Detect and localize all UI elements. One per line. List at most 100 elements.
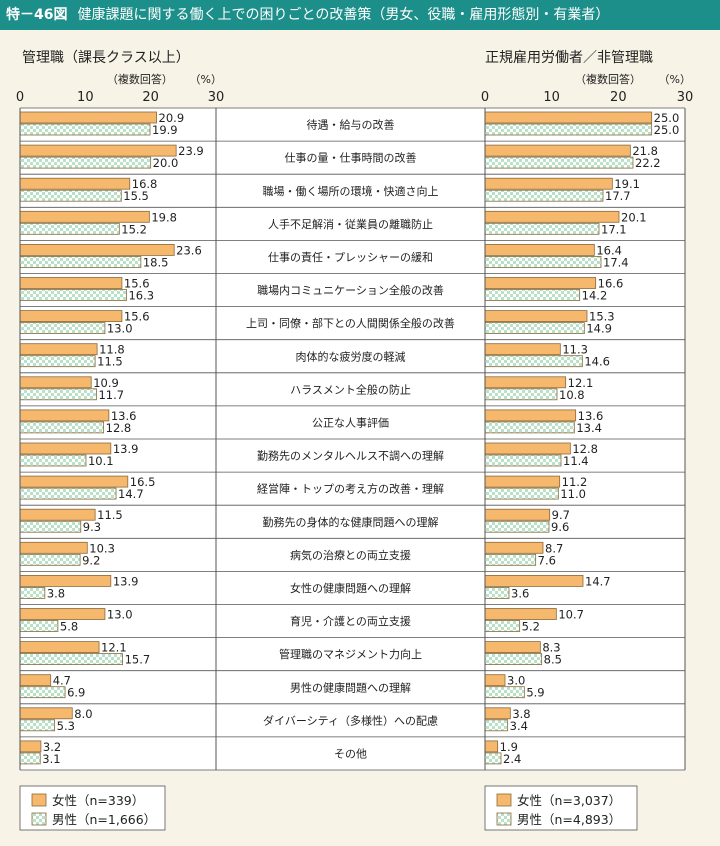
legend-label-female: 女性（n=3,037） (517, 793, 621, 808)
male-value-label: 9.6 (551, 520, 569, 534)
female-value-label: 9.7 (552, 508, 570, 522)
category-label: 人手不足解消・従業員の離職防止 (268, 217, 433, 231)
female-value-label: 3.2 (43, 740, 61, 754)
x-tick-label: 30 (677, 90, 694, 105)
female-bar (484, 310, 588, 323)
male-value-label: 17.4 (603, 255, 629, 269)
male-bar (19, 520, 82, 533)
category-label: 男性の健康問題への理解 (290, 680, 411, 694)
male-bar (484, 620, 521, 632)
male-value-label: 2.4 (503, 752, 521, 766)
male-bar (484, 222, 600, 235)
female-bar (19, 310, 123, 323)
female-value-label: 13.0 (107, 608, 133, 622)
female-value-label: 10.3 (89, 541, 115, 555)
category-label: 上司・同僚・部下との人間関係全般の改善 (246, 316, 455, 330)
female-bar (484, 575, 584, 587)
male-value-label: 7.6 (538, 553, 556, 567)
male-value-label: 19.9 (152, 123, 178, 137)
male-bar (484, 189, 604, 202)
female-value-label: 13.6 (578, 409, 604, 423)
female-bar (484, 177, 613, 190)
category-label: 仕事の責任・プレッシャーの緩和 (268, 250, 433, 264)
female-value-label: 23.6 (176, 243, 202, 257)
female-bar (19, 144, 177, 157)
male-bar (19, 255, 142, 268)
category-row: 女性の健康問題への理解 13.9 3.8 14.7 3.6 (19, 574, 611, 600)
female-value-label: 19.1 (614, 177, 640, 191)
category-label: 仕事の量・仕事時間の改善 (285, 151, 417, 165)
female-bar (19, 376, 92, 389)
male-bar (19, 156, 152, 169)
female-value-label: 8.3 (542, 641, 560, 655)
female-bar (484, 144, 631, 157)
male-value-label: 14.9 (586, 322, 612, 336)
female-value-label: 21.8 (632, 144, 658, 158)
male-value-label: 10.8 (559, 388, 585, 402)
male-value-label: 3.4 (510, 719, 528, 733)
category-row: 管理職のマネジメント力向上 12.115.7 8.38.5 (19, 641, 562, 667)
category-label: 病気の治療との両立支援 (290, 548, 411, 562)
male-bar (19, 289, 127, 301)
male-value-label: 17.1 (601, 222, 627, 236)
male-bar (484, 289, 581, 301)
female-bar (19, 674, 52, 687)
female-bar (484, 243, 595, 256)
male-bar (19, 454, 87, 467)
male-bar (19, 620, 59, 632)
female-bar (484, 277, 597, 289)
male-value-label: 8.5 (544, 653, 562, 667)
figure-title: 健康課題に関する働く上での困りごとの改善策（男女、役職・雇用形態別・有業者） (77, 7, 610, 23)
category-row: 男性の健康問題への理解 4.76.9 3.05.9 (19, 674, 545, 700)
female-bar (19, 442, 112, 455)
female-value-label: 15.6 (124, 310, 150, 324)
male-bar (484, 553, 537, 566)
male-bar (19, 355, 96, 368)
female-value-label: 8.7 (545, 541, 563, 555)
male-bar (19, 752, 41, 765)
male-bar (484, 355, 583, 368)
panel-title: 管理職（課長クラス以上） (22, 50, 190, 66)
female-bar (484, 674, 506, 687)
category-label: 職場内コミュニケーション全般の改善 (257, 283, 444, 297)
male-value-label: 17.7 (605, 189, 631, 203)
category-row: ダイバーシティ（多様性）への配慮 8.05.3 3.83.4 (19, 707, 531, 733)
female-value-label: 11.2 (562, 475, 588, 489)
male-bar (484, 421, 575, 434)
female-value-label: 3.0 (507, 674, 525, 688)
female-bar (19, 210, 150, 223)
female-value-label: 16.5 (130, 475, 156, 489)
male-bar (19, 123, 151, 136)
unit-label: （%） (190, 73, 222, 86)
female-bar (19, 707, 73, 720)
female-value-label: 20.1 (621, 210, 647, 224)
category-label: 女性の健康問題への理解 (290, 581, 411, 595)
female-value-label: 8.0 (74, 707, 92, 721)
female-bar (484, 111, 653, 124)
female-bar (484, 641, 541, 653)
female-value-label: 15.6 (124, 277, 150, 291)
male-bar (484, 587, 510, 599)
female-value-label: 1.9 (500, 740, 518, 754)
male-value-label: 14.6 (584, 355, 610, 369)
male-value-label: 5.2 (522, 620, 540, 634)
male-bar (19, 222, 120, 235)
male-value-label: 5.3 (57, 719, 75, 733)
male-value-label: 9.3 (83, 520, 101, 534)
female-value-label: 11.3 (562, 343, 588, 357)
male-bar (484, 686, 525, 699)
x-tick-label: 0 (481, 90, 489, 105)
female-value-label: 16.6 (598, 277, 624, 291)
male-value-label: 14.2 (582, 289, 608, 303)
category-row: 上司・同僚・部下との人間関係全般の改善 15.613.0 15.314.9 (19, 310, 615, 336)
category-label: 職場・働く場所の環境・快適さ向上 (263, 184, 439, 198)
female-bar (19, 508, 96, 521)
category-row: 職場・働く場所の環境・快適さ向上 16.815.5 19.117.7 (19, 177, 640, 203)
female-bar (484, 608, 557, 620)
female-value-label: 13.9 (113, 442, 139, 456)
category-label: ハラスメント全般の防止 (290, 382, 411, 396)
category-row: 経営陣・トップの考え方の改善・理解 16.514.7 11.211.0 (19, 475, 588, 501)
male-bar (484, 156, 634, 169)
